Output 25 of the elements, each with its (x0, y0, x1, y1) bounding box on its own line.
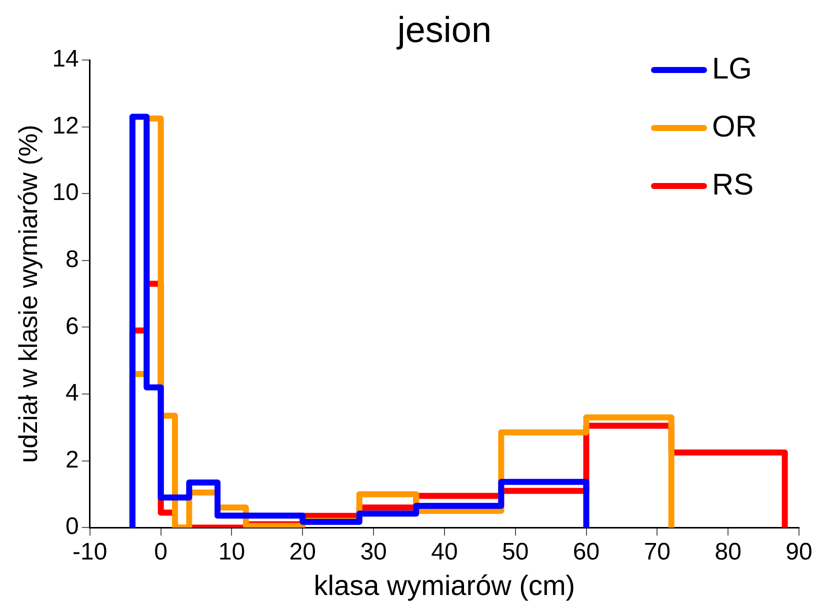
y-tick-label: 8 (66, 246, 79, 274)
x-tick-label: 30 (360, 538, 387, 566)
x-axis-title: klasa wymiarów (cm) (314, 570, 576, 601)
x-tick-label: 40 (431, 538, 458, 566)
y-tick-label: 0 (66, 513, 79, 540)
legend-label: OR (712, 110, 757, 144)
chart-title: jesion (396, 8, 492, 50)
y-tick-label: 10 (52, 179, 79, 206)
y-tick-label: 12 (52, 112, 79, 140)
legend-label: RS (712, 168, 754, 202)
x-tick-label: -10 (72, 538, 108, 566)
x-tick-label: 90 (786, 538, 812, 566)
x-tick-label: 80 (714, 538, 742, 566)
legend-label: LG (712, 52, 752, 86)
x-tick-label: 60 (572, 538, 600, 566)
y-tick-label: 2 (66, 446, 79, 474)
x-tick-label: 50 (502, 538, 529, 566)
x-tick-label: 10 (218, 538, 246, 566)
y-axis-title: udział w klasie wymiarów (%) (12, 124, 43, 463)
y-tick-label: 4 (66, 380, 79, 407)
x-tick-label: 70 (644, 538, 671, 566)
y-tick-label: 6 (66, 312, 79, 340)
y-tick-label: 14 (52, 46, 79, 73)
x-tick-label: 0 (154, 538, 168, 566)
x-tick-label: 20 (289, 538, 316, 566)
